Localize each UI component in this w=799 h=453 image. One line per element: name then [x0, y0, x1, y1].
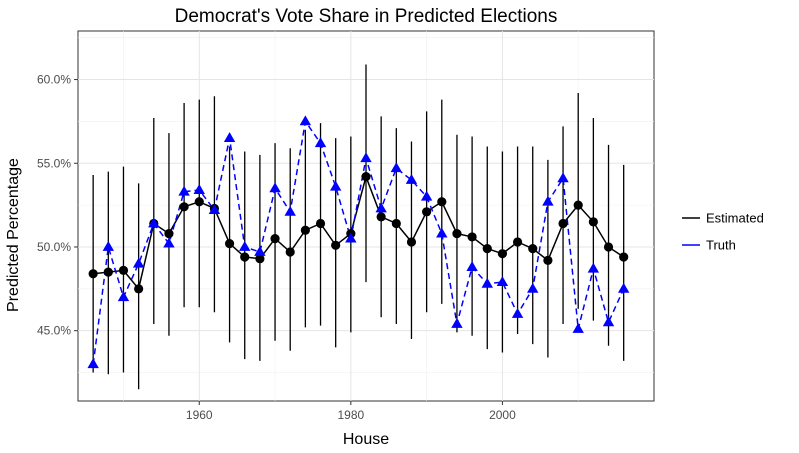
point-estimated: [497, 249, 508, 259]
point-truth: [314, 137, 327, 148]
point-truth: [390, 162, 403, 173]
x-tick-label: 2000: [489, 408, 516, 422]
point-truth: [102, 240, 115, 251]
point-truth: [557, 172, 569, 183]
x-axis-ticks: 1960 1980 2000: [186, 401, 516, 422]
point-estimated: [512, 237, 523, 247]
point-truth: [420, 190, 433, 201]
y-axis-ticks: 45.0% 50.0% 55.0% 60.0%: [37, 73, 78, 338]
point-estimated: [270, 234, 280, 244]
point-truth: [572, 323, 584, 333]
legend-label: Estimated: [706, 211, 764, 226]
point-truth: [329, 180, 342, 191]
x-axis-title: House: [343, 431, 389, 448]
point-estimated: [603, 242, 614, 252]
point-truth: [527, 282, 539, 293]
legend: Estimated Truth: [682, 211, 764, 253]
legend-label: Truth: [706, 238, 736, 253]
point-truth: [148, 217, 160, 228]
point-truth: [481, 277, 493, 288]
point-truth: [587, 262, 600, 273]
point-truth: [178, 185, 190, 196]
point-truth: [163, 237, 175, 248]
point-estimated: [619, 252, 629, 262]
point-truth: [132, 257, 145, 268]
point-estimated: [240, 252, 250, 262]
point-truth: [542, 195, 554, 206]
point-estimated: [315, 218, 326, 229]
point-estimated: [558, 218, 568, 229]
point-truth: [193, 184, 205, 194]
point-estimated: [376, 212, 386, 222]
point-estimated: [528, 244, 538, 254]
point-truth: [239, 240, 251, 251]
point-truth: [269, 182, 281, 193]
chart-title: Democrat's Vote Share in Predicted Elect…: [175, 6, 558, 27]
point-estimated: [224, 239, 235, 249]
markers: [87, 115, 630, 369]
point-estimated: [194, 197, 204, 207]
point-truth: [496, 276, 509, 287]
point-truth: [360, 152, 372, 163]
x-tick-label: 1960: [186, 408, 213, 422]
point-estimated: [406, 237, 417, 247]
point-truth: [117, 291, 130, 302]
y-axis-title: Predicted Percentage: [5, 158, 22, 312]
point-truth: [87, 358, 99, 369]
point-truth: [284, 205, 296, 216]
point-estimated: [331, 240, 341, 250]
point-truth: [451, 317, 463, 328]
point-estimated: [179, 202, 189, 212]
point-truth: [223, 132, 236, 143]
point-estimated: [361, 172, 371, 182]
point-estimated: [285, 247, 295, 257]
point-estimated: [118, 265, 129, 276]
point-estimated: [391, 218, 401, 229]
point-truth: [345, 232, 357, 243]
point-estimated: [103, 267, 113, 277]
x-tick-label: 1980: [337, 408, 364, 422]
point-truth: [405, 174, 418, 184]
point-estimated: [467, 232, 477, 242]
point-estimated: [134, 284, 144, 294]
point-estimated: [482, 244, 492, 254]
point-estimated: [543, 255, 553, 265]
point-estimated: [300, 225, 310, 235]
point-estimated: [422, 207, 432, 217]
y-tick-label: 50.0%: [37, 240, 71, 254]
point-estimated: [255, 254, 265, 264]
point-truth: [436, 227, 448, 238]
y-tick-label: 60.0%: [37, 73, 71, 87]
point-truth: [208, 204, 221, 215]
y-tick-label: 45.0%: [37, 324, 71, 338]
point-truth: [375, 202, 387, 213]
point-estimated: [164, 228, 174, 239]
point-estimated: [588, 217, 598, 227]
point-truth: [254, 245, 266, 256]
series-line-truth: [92, 119, 625, 365]
point-truth: [617, 282, 630, 293]
point-estimated: [573, 200, 583, 210]
point-estimated: [452, 228, 462, 239]
y-tick-label: 55.0%: [37, 156, 71, 170]
point-truth: [602, 316, 615, 327]
point-truth: [466, 261, 478, 271]
point-truth: [511, 307, 524, 318]
point-truth: [299, 115, 312, 126]
point-estimated: [88, 269, 98, 279]
point-estimated: [437, 197, 447, 207]
